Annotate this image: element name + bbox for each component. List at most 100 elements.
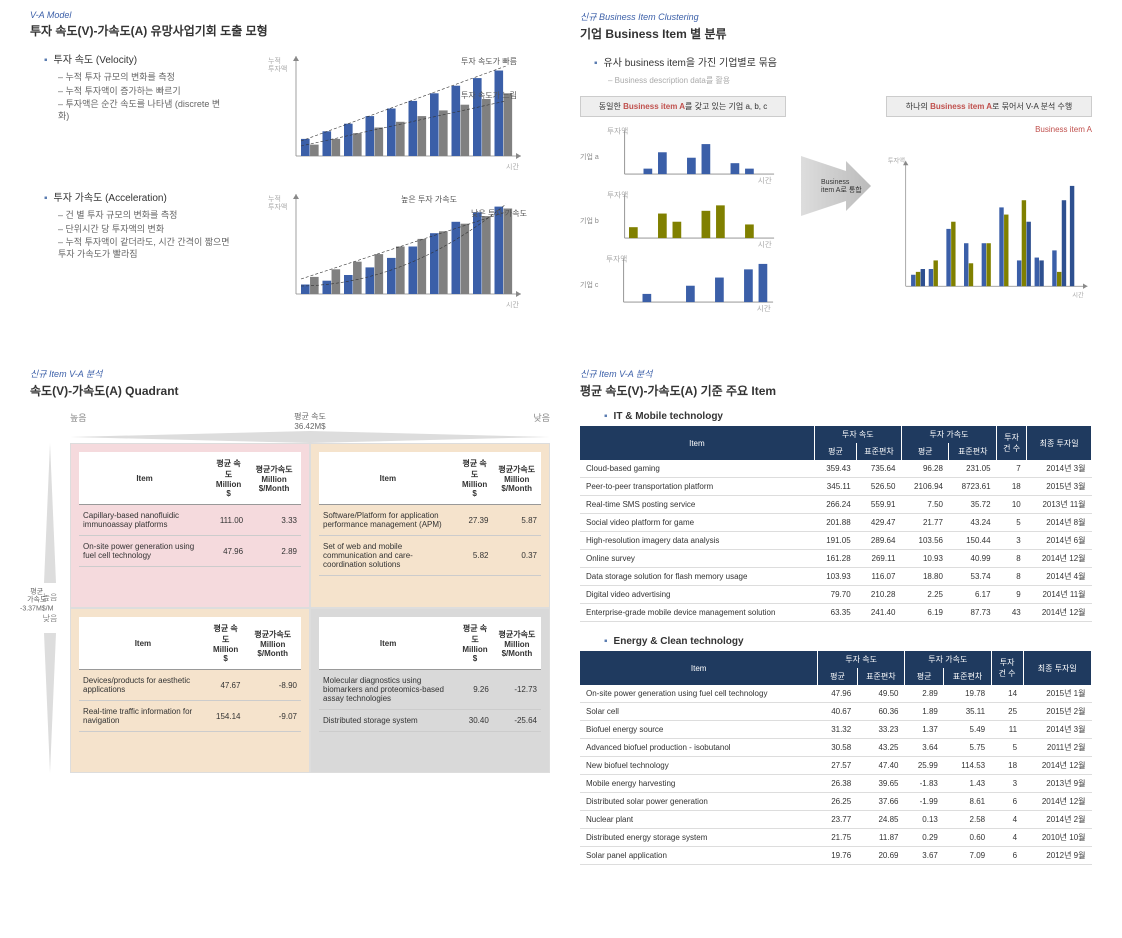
y-axis-labels: 높음 평균가속도-3.37M$/M 낮음 [30, 443, 70, 773]
velocity-chart: 시간 누적투자액 투자 속도가 빠름투자 속도가 느림 [242, 51, 550, 171]
data-table: Item 투자 속도 투자 가속도 투자건 수 최종 투자일 평균표준편차평균표… [580, 426, 1092, 622]
x-high-label: 높음 [70, 411, 87, 431]
eyebrow: 신규 Item V-A 분석 [580, 367, 1092, 380]
list-item: 누적 투자 규모의 변화를 측정 [58, 72, 230, 84]
table-row: Online survey161.28269.1110.9340.9982014… [580, 550, 1092, 568]
svg-text:높은 투자 가속도: 높은 투자 가속도 [401, 195, 457, 204]
svg-text:투자액: 투자액 [888, 156, 905, 165]
mini-chart: 투자액시간 [604, 253, 779, 313]
list-item: 단위시간 당 투자액의 변화 [58, 224, 230, 236]
table-row: Real-time SMS posting service266.24559.9… [580, 496, 1092, 514]
x-low-label: 낮음 [533, 411, 550, 431]
group-label: IT & Mobile technology [604, 411, 1092, 422]
svg-text:Business: Business [821, 179, 850, 186]
table-row: Biofuel energy source31.3233.231.375.491… [580, 721, 1092, 739]
table-row: Cloud-based gaming359.43735.6496.28231.0… [580, 460, 1092, 478]
combined-chart: 투자액시간 [886, 138, 1092, 318]
table-row: Advanced biofuel production - isobutanol… [580, 739, 1092, 757]
table-row: Devices/products for aesthetic applicati… [79, 670, 301, 701]
svg-text:item A로 통합: item A로 통합 [821, 185, 862, 194]
quadrant-table: Item평균 속도Million $평균가속도Million $/MonthCa… [79, 452, 301, 567]
quadrant-cell: Item평균 속도Million $평균가속도Million $/MonthSo… [310, 443, 550, 608]
company-label: 기업 b [580, 216, 599, 226]
table-row: Solar panel application19.7620.693.677.0… [580, 847, 1092, 865]
table-row: On-site power generation using fuel cell… [79, 536, 301, 567]
clustering-panel: 신규 Business Item Clustering 기업 Business … [580, 10, 1092, 327]
table-row: Set of web and mobile communication and … [319, 536, 541, 576]
cluster-hdr-right: 하나의 Business item A로 묶어서 V-A 분석 수행 [886, 96, 1092, 117]
table-row: Software/Platform for application perfor… [319, 505, 541, 536]
eyebrow: 신규 Item V-A 분석 [30, 367, 550, 380]
svg-text:투자액: 투자액 [268, 64, 287, 73]
list-item: 누적 투자액이 같더라도, 시간 간격이 짧으면 투자 가속도가 빨라짐 [58, 237, 230, 260]
quadrant-cell: Item평균 속도Million $평균가속도Million $/MonthCa… [70, 443, 310, 608]
table-row: Real-time traffic information for naviga… [79, 701, 301, 732]
panel-title: 평균 속도(V)-가속도(A) 기준 주요 Item [580, 382, 1092, 399]
table-row: Mobile energy harvesting26.3839.65-1.831… [580, 775, 1092, 793]
big-chart-title: Business item A [886, 125, 1092, 134]
svg-text:시간: 시간 [1072, 290, 1084, 299]
eyebrow: V-A Model [30, 10, 550, 20]
quadrant-table: Item평균 속도Million $평균가속도Million $/MonthDe… [79, 617, 301, 732]
data-table: Item 투자 속도 투자 가속도 투자건 수 최종 투자일 평균표준편차평균표… [580, 651, 1092, 865]
table-row: High-resolution imagery data analysis191… [580, 532, 1092, 550]
quadrant-cell: Item평균 속도Million $평균가속도Million $/MonthDe… [70, 608, 310, 773]
va-model-panel: V-A Model 투자 속도(V)-가속도(A) 유망사업기회 도출 모형 투… [30, 10, 550, 327]
svg-text:투자 속도가 빠름: 투자 속도가 빠름 [461, 56, 517, 66]
table-row: New biofuel technology27.5747.4025.99114… [580, 757, 1092, 775]
company-label: 기업 c [580, 280, 598, 290]
svg-text:시간: 시간 [506, 162, 519, 171]
table-row: Digital video advertising79.70210.282.25… [580, 586, 1092, 604]
quadrant-cell: Item평균 속도Million $평균가속도Million $/MonthMo… [310, 608, 550, 773]
svg-text:시간: 시간 [506, 300, 519, 309]
merge-arrow: Business item A로 통합 [796, 96, 876, 276]
table-row: Social video platform for game201.88429.… [580, 514, 1092, 532]
svg-text:누적: 누적 [268, 194, 281, 203]
accel-chart: 시간 누적투자액 높은 투자 가속도낮은 투자 가속도 [242, 189, 550, 309]
list-item: 투자액은 순간 속도를 나타냄 (discrete 변화) [58, 99, 230, 122]
svg-text:누적: 누적 [268, 56, 281, 65]
svg-text:투자액: 투자액 [607, 190, 628, 200]
table-row: Solar cell40.6760.361.8935.11252015년 2월 [580, 703, 1092, 721]
company-label: 기업 a [580, 152, 599, 162]
table-row: Distributed energy storage system21.7511… [580, 829, 1092, 847]
svg-text:투자액: 투자액 [268, 202, 287, 211]
svg-text:시간: 시간 [757, 303, 771, 313]
table-row: Nuclear plant23.7724.850.132.5842014년 2월 [580, 811, 1092, 829]
velocity-bullets: 누적 투자 규모의 변화를 측정누적 투자액이 증가하는 빠르기투자액은 순간 … [58, 72, 230, 123]
table-row: Distributed storage system30.40-25.64 [319, 710, 541, 732]
mini-chart: 투자액시간 [605, 125, 780, 185]
accel-bullets: 건 별 투자 규모의 변화를 측정단위시간 당 투자액의 변화누적 투자액이 같… [58, 210, 230, 261]
table-row: On-site power generation using fuel cell… [580, 685, 1092, 703]
list-item: 건 별 투자 규모의 변화를 측정 [58, 210, 230, 222]
cluster-bullet: 유사 business item을 가진 기업별로 묶음 [594, 54, 1092, 69]
table-row: Molecular diagnostics using biomarkers a… [319, 670, 541, 710]
svg-text:투자액: 투자액 [607, 254, 628, 264]
svg-text:시간: 시간 [757, 239, 771, 249]
mini-chart: 투자액시간 [605, 189, 780, 249]
group-label: Energy & Clean technology [604, 636, 1092, 647]
table-row: Distributed solar power generation26.253… [580, 793, 1092, 811]
table-row: Peer-to-peer transportation platform345.… [580, 478, 1092, 496]
tables-panel: 신규 Item V-A 분석 평균 속도(V)-가속도(A) 기준 주요 Ite… [580, 367, 1092, 879]
quadrant-table: Item평균 속도Million $평균가속도Million $/MonthSo… [319, 452, 541, 576]
cluster-sub: – Business description data를 활용 [608, 75, 1092, 86]
table-row: Data storage solution for flash memory u… [580, 568, 1092, 586]
velocity-head: 투자 속도 (Velocity) [44, 51, 230, 66]
list-item: 누적 투자액이 증가하는 빠르기 [58, 86, 230, 98]
svg-text:낮은 투자 가속도: 낮은 투자 가속도 [471, 208, 527, 218]
table-row: Capillary-based nanofluidic immunoassay … [79, 505, 301, 536]
panel-title: 투자 속도(V)-가속도(A) 유망사업기회 도출 모형 [30, 22, 550, 39]
table-row: Enterprise-grade mobile device managemen… [580, 604, 1092, 622]
svg-text:시간: 시간 [757, 175, 771, 185]
panel-title: 기업 Business Item 별 분류 [580, 25, 1092, 42]
eyebrow: 신규 Business Item Clustering [580, 10, 1092, 23]
cluster-hdr-left: 동일한 Business item A를 갖고 있는 기업 a, b, c [580, 96, 786, 117]
accel-head: 투자 가속도 (Acceleration) [44, 189, 230, 204]
svg-text:투자 속도가 느림: 투자 속도가 느림 [461, 90, 517, 100]
x-mid: 평균 속도36.42M$ [294, 411, 326, 431]
svg-text:투자액: 투자액 [607, 126, 628, 136]
panel-title: 속도(V)-가속도(A) Quadrant [30, 382, 550, 399]
quadrant-panel: 신규 Item V-A 분석 속도(V)-가속도(A) Quadrant 높음 … [30, 367, 550, 879]
quadrant-table: Item평균 속도Million $평균가속도Million $/MonthMo… [319, 617, 541, 732]
